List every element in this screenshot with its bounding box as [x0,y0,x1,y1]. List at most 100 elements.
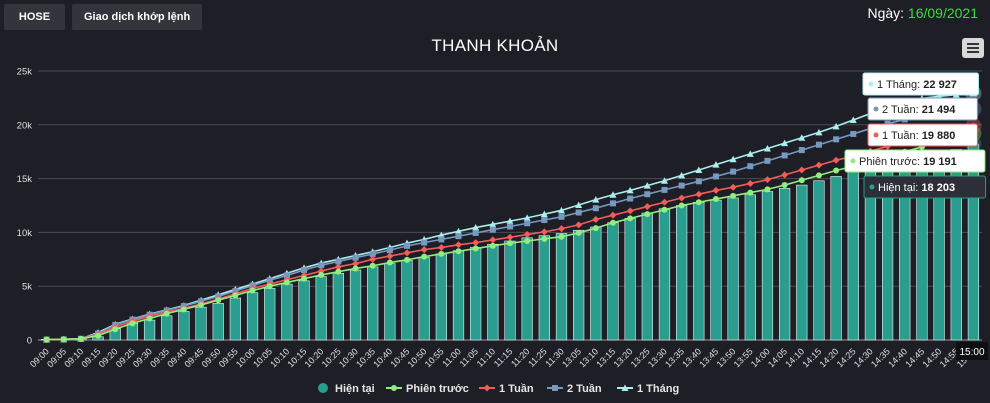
line-point [541,235,548,242]
line-point [626,186,634,194]
line-point [489,220,497,228]
tooltip-value: 19 880 [922,130,956,142]
line-point [764,157,771,164]
line-point [369,255,377,263]
line-point [781,171,789,179]
line-point [232,292,239,299]
line-point [301,267,308,274]
time-badge-label: 15:00 [959,347,984,358]
tab-hose[interactable]: HOSE [4,4,65,30]
tab-giao-dich-khop-lenh[interactable]: Giao dịch khớp lệnh [72,4,203,30]
line-point [695,166,703,173]
line-point [558,213,565,220]
line-point [575,201,583,208]
line-point [712,161,720,168]
line-point [507,223,513,230]
bar [796,184,808,341]
bar [452,250,465,341]
hamburger-icon-bar [967,47,979,49]
line-point [764,186,771,193]
line-point [678,194,686,202]
chart-menu-button[interactable] [962,38,984,58]
line-point [558,233,565,240]
line-point [763,176,771,184]
line-point [729,155,737,163]
line-point [421,253,428,260]
line-point [266,283,273,290]
line-point [506,233,514,241]
x-tick-label: 11:15 [492,346,515,369]
chart-title: THANH KHOẢN [431,36,559,55]
line-point [592,205,599,212]
line-point [833,167,840,174]
line-point [575,209,582,216]
line-point [523,231,531,239]
line-point [644,191,651,198]
bar [367,266,379,341]
line-point [626,207,634,215]
bar [761,191,774,341]
line-point [437,243,445,251]
y-tick-label: 5k [22,282,32,293]
tooltip-series-name: 1 Tháng: [877,79,923,91]
tooltip-series-name: 2 Tuần: [882,104,922,116]
tooltip-text: 2 Tuần: 21 494 [882,104,956,116]
bar [538,235,550,341]
bar [658,208,671,341]
line-point [507,240,513,247]
bar [212,303,224,341]
line-point [283,272,290,279]
line-point [695,178,702,185]
line-point [592,215,600,223]
line-point [489,236,497,244]
line-point [747,189,754,196]
line-point [249,287,256,294]
line-point [472,229,479,236]
line-point [404,256,411,263]
bar [676,205,688,341]
line-point [643,203,651,211]
bar [470,247,482,341]
line-point [455,227,463,235]
line-point [660,177,668,184]
tooltip-box [867,123,978,147]
line-point [729,183,737,191]
y-tick-label: 20k [17,120,33,131]
legend-label: 2 Tuần [567,383,602,395]
line-point [301,275,308,282]
line-point [850,130,857,137]
tooltip-box [863,175,987,199]
line-point [472,224,480,231]
bar [693,201,705,341]
tooltip-dot [873,132,879,138]
bar [813,180,825,341]
line-point [781,139,789,147]
bar [710,199,722,341]
line-point [352,260,360,268]
line-point [763,144,771,152]
date-value: 16/09/2021 [907,5,978,21]
line-point [712,173,719,180]
bar [487,243,499,341]
line-point [403,249,411,257]
line-point [198,302,205,309]
line-point [832,122,840,130]
line-point [318,271,325,278]
bar [624,218,636,341]
line-point [695,199,702,206]
line-point [77,335,84,342]
line-point [849,116,857,123]
line-point [541,217,548,224]
line-point [609,211,617,219]
bar [607,222,619,341]
tooltip-value: 22 927 [923,79,957,91]
bar [521,237,533,341]
legend-label: Hiện tại [335,383,375,395]
bar [847,170,859,341]
line-point [592,196,600,203]
line-point [483,384,491,392]
line-point [386,259,393,266]
line-point [523,214,531,221]
line-point [678,182,685,189]
tooltip-series-name: Hiện tại: [878,182,921,194]
